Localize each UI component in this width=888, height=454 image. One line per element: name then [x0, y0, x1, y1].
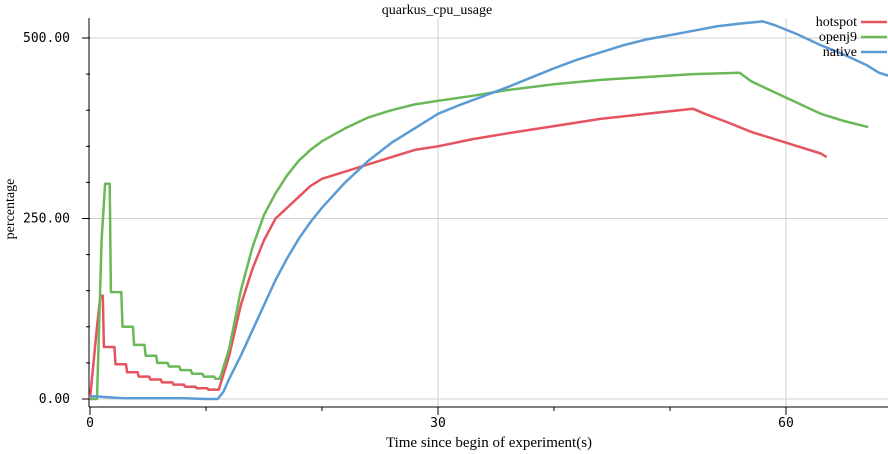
x-tick-label: 60	[778, 416, 794, 431]
series-line-native	[89, 20, 888, 401]
tick-marks: 0.00 250.00 500.00 0 30 60	[23, 31, 794, 431]
chart-title: quarkus_cpu_usage	[382, 3, 492, 18]
y-tick-label: 250.00	[23, 212, 70, 227]
y-axis-label: percentage	[3, 179, 18, 240]
grid-lines	[90, 18, 888, 407]
series-line-hotspot	[88, 107, 828, 400]
x-tick-label: 30	[430, 416, 446, 431]
series-line-openj9	[90, 71, 869, 401]
x-tick-label: 0	[86, 416, 94, 431]
y-tick-label: 500.00	[23, 31, 70, 46]
legend-label-hotspot: hotspot	[816, 15, 857, 30]
x-axis-label: Time since begin of experiment(s)	[386, 435, 592, 451]
legend-label-native: native	[823, 45, 857, 60]
series-lines	[88, 20, 888, 401]
y-tick-label: 0.00	[39, 392, 70, 407]
legend-label-openj9: openj9	[819, 30, 857, 45]
axes	[88, 18, 888, 408]
